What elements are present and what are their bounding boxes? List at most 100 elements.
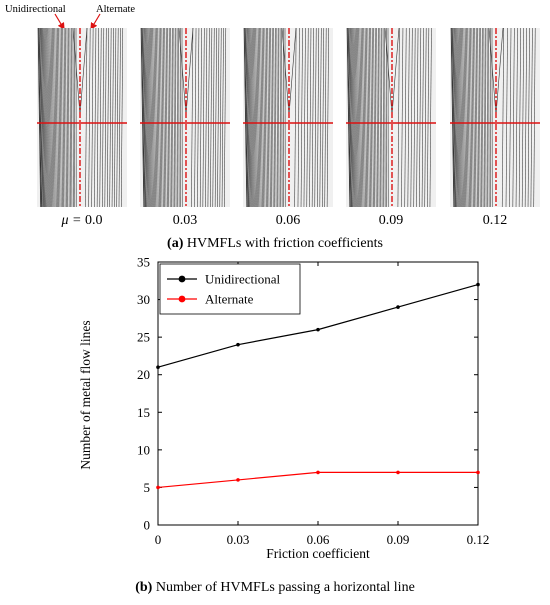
data-point-unidirectional [316, 327, 320, 332]
flow-line [217, 27, 220, 208]
mu-label-3: 0.09 [378, 213, 404, 228]
flow-line [309, 27, 312, 208]
flow-line [210, 27, 213, 208]
flow-line [451, 27, 455, 208]
flow-line [521, 27, 524, 208]
flow-line [474, 27, 477, 208]
unidirectional-annotation: Unidirectional [5, 4, 66, 15]
flowline-panel-1 [140, 27, 230, 208]
flow-line [85, 27, 88, 208]
flow-line [471, 27, 474, 208]
flow-line [306, 27, 309, 208]
flow-line [377, 27, 380, 208]
flow-line [278, 27, 280, 208]
flow-line [427, 27, 430, 208]
flow-line [256, 27, 260, 208]
flow-line [153, 27, 157, 208]
flow-line [260, 27, 263, 208]
flow-line [300, 27, 303, 208]
legend-label: Alternate [205, 292, 254, 307]
flow-line [140, 27, 144, 208]
flow-line [273, 27, 275, 208]
flowline-panel-3 [346, 27, 436, 208]
flow-line [481, 27, 484, 208]
flow-line [374, 27, 377, 208]
flow-line [69, 27, 71, 208]
mu-label-1: 0.03 [172, 213, 198, 228]
flow-line [349, 27, 353, 208]
flow-line [259, 27, 262, 208]
data-point-alternate [476, 470, 480, 475]
flow-line [194, 27, 197, 208]
flow-line [205, 27, 208, 208]
legend: Unidirectional Alternate [159, 263, 301, 315]
flow-line [263, 27, 266, 208]
flow-line [143, 27, 147, 208]
flow-line [381, 27, 383, 208]
flow-line [46, 27, 49, 208]
flow-line [221, 27, 224, 208]
flow-line [456, 27, 460, 208]
flow-line [509, 27, 512, 208]
flow-line [48, 27, 51, 208]
flow-line [524, 27, 527, 208]
caption-b-text: Number of HVMFLs passing a horizontal li… [152, 580, 415, 595]
flow-line [55, 27, 58, 208]
flow-line [453, 27, 457, 208]
flow-line [376, 27, 378, 208]
flow-line [52, 27, 55, 208]
flow-line [368, 27, 371, 208]
flow-line [207, 27, 210, 208]
flow-line [151, 27, 154, 208]
mu-label-2: 0.06 [275, 213, 301, 228]
flow-line [451, 27, 455, 208]
flow-line [462, 27, 465, 208]
flow-line [63, 27, 66, 208]
flow-line [382, 27, 384, 208]
x-tick-label: 0.06 [307, 532, 330, 545]
flow-line [483, 27, 485, 208]
flow-line [366, 27, 369, 208]
flow-line [111, 27, 114, 208]
flow-line [167, 27, 170, 208]
flow-line [120, 27, 124, 208]
flow-line [170, 27, 172, 208]
flow-line [99, 27, 102, 208]
line-chart: 0 5 10 15 20 25 30 35 0 0.03 0.06 0.09 0.12 Unidirect… [137, 255, 489, 545]
flow-line [250, 27, 254, 208]
flowline-panel-4 [450, 27, 540, 208]
flow-line [261, 27, 264, 208]
flow-line [297, 27, 300, 208]
flow-line [42, 27, 46, 208]
caption-b: (b) Number of HVMFLs passing a horizonta… [0, 580, 550, 596]
flow-line [157, 27, 160, 208]
flow-line [158, 27, 161, 208]
data-point-unidirectional [476, 282, 480, 287]
flow-line [224, 27, 227, 208]
flow-line [244, 27, 248, 208]
flow-line [164, 27, 167, 208]
caption-a-letter: (a) [167, 236, 184, 251]
flow-line [466, 27, 469, 208]
flow-line [109, 27, 112, 208]
flow-line [65, 27, 67, 208]
caption-b-letter: (b) [135, 580, 153, 595]
x-tick-label: 0.03 [227, 532, 250, 545]
flow-line [271, 27, 274, 208]
flow-line [191, 27, 194, 208]
flow-line [367, 27, 370, 208]
series-line-alternate [157, 471, 478, 489]
y-tick-label: 35 [137, 255, 150, 270]
flow-line [527, 27, 530, 208]
flow-line [40, 27, 44, 208]
flow-line [106, 27, 110, 208]
flow-line [421, 27, 424, 208]
flow-line [148, 27, 152, 208]
flow-line [347, 27, 351, 208]
flow-line [45, 27, 48, 208]
flow-line [317, 27, 320, 208]
y-tick-label: 30 [137, 292, 150, 307]
flow-line [152, 27, 155, 208]
flow-line [468, 27, 471, 208]
flow-line [363, 27, 366, 208]
